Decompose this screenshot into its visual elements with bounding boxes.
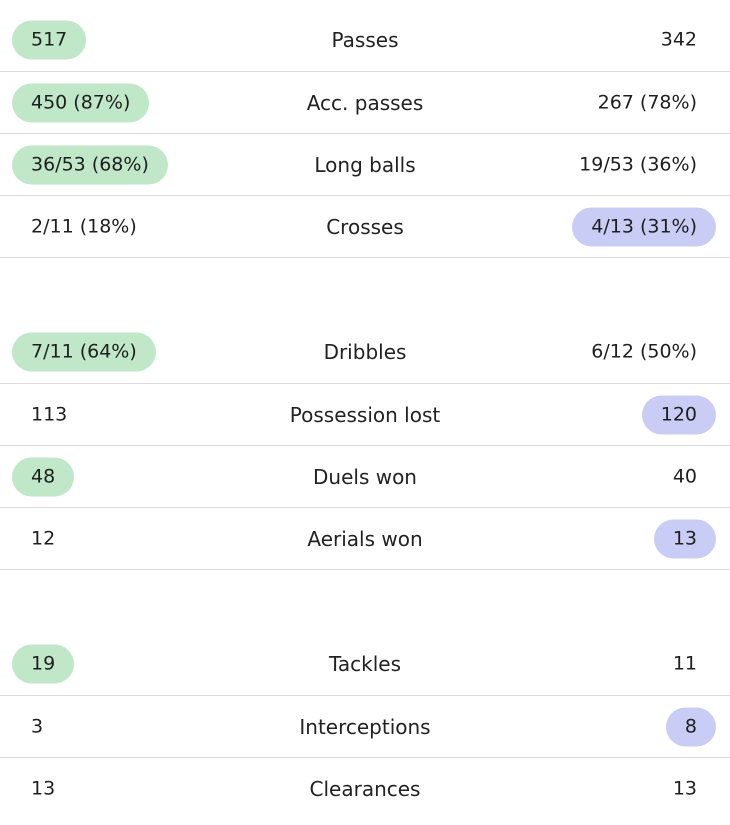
stats-group-passing: 517 Passes 342 450 (87%) Acc. passes 267…	[0, 0, 730, 258]
home-value-pill: 48	[12, 457, 75, 496]
away-value: 13	[653, 519, 716, 558]
home-value: 12	[12, 519, 74, 558]
away-value-pill: 267 (78%)	[597, 91, 697, 113]
home-value: 13	[12, 770, 74, 809]
home-value: 3	[12, 707, 62, 746]
stat-row-long-balls: 36/53 (68%) Long balls 19/53 (36%)	[0, 134, 730, 196]
away-value-pill: 19/53 (36%)	[579, 153, 697, 175]
stat-label: Tackles	[328, 652, 402, 676]
stats-group-possession: 7/11 (64%) Dribbles 6/12 (50%) 113 Posse…	[0, 312, 730, 570]
stat-row-tackles: 19 Tackles 11	[0, 624, 730, 696]
away-value: 40	[654, 457, 716, 496]
home-value: 48	[12, 457, 75, 496]
stat-row-acc-passes: 450 (87%) Acc. passes 267 (78%)	[0, 72, 730, 134]
stat-row-interceptions: 3 Interceptions 8	[0, 696, 730, 758]
stat-label: Crosses	[326, 214, 404, 239]
stat-label: Duels won	[313, 464, 417, 489]
away-value: 120	[641, 395, 716, 434]
away-value-pill: 11	[672, 652, 697, 675]
stat-label: Long balls	[314, 152, 416, 177]
home-value: 7/11 (64%)	[12, 332, 156, 372]
home-value: 517	[12, 20, 87, 60]
home-value-pill: 13	[31, 777, 56, 800]
home-value-pill: 12	[31, 527, 56, 549]
away-value: 19/53 (36%)	[560, 145, 716, 184]
stat-label: Aerials won	[307, 526, 423, 551]
away-value: 13	[654, 770, 716, 809]
away-value: 267 (78%)	[579, 83, 716, 122]
away-value-pill: 13	[653, 519, 716, 558]
stat-label: Interceptions	[299, 714, 431, 739]
away-value-pill: 342	[660, 28, 697, 51]
home-value: 450 (87%)	[12, 83, 150, 122]
home-value: 36/53 (68%)	[12, 145, 168, 184]
home-value-pill: 450 (87%)	[12, 83, 150, 122]
stat-label: Dribbles	[323, 340, 407, 364]
away-value-pill: 40	[672, 465, 697, 487]
stat-label: Passes	[331, 28, 399, 52]
home-value-pill: 517	[12, 20, 87, 60]
stat-row-crosses: 2/11 (18%) Crosses 4/13 (31%)	[0, 196, 730, 258]
away-value: 6/12 (50%)	[572, 333, 716, 372]
home-value-pill: 2/11 (18%)	[31, 215, 137, 237]
stat-row-possession-lost: 113 Possession lost 120	[0, 384, 730, 446]
away-value-pill: 13	[672, 777, 697, 800]
home-value: 113	[12, 395, 86, 434]
home-value-pill: 19	[12, 644, 75, 684]
stat-label: Clearances	[309, 777, 421, 801]
stat-label: Acc. passes	[306, 90, 424, 115]
stats-group-defending: 19 Tackles 11 3 Interceptions 8 13 Clear…	[0, 624, 730, 820]
away-value: 8	[665, 707, 716, 746]
home-value-pill: 3	[31, 715, 44, 737]
away-value: 11	[654, 645, 716, 684]
stat-row-passes: 517 Passes 342	[0, 0, 730, 72]
home-value: 19	[12, 644, 75, 684]
away-value-pill: 6/12 (50%)	[591, 340, 697, 363]
away-value-pill: 120	[641, 395, 716, 434]
away-value: 4/13 (31%)	[572, 207, 716, 246]
home-value-pill: 113	[31, 403, 68, 425]
stat-row-clearances: 13 Clearances 13	[0, 758, 730, 820]
away-value-pill: 8	[665, 707, 716, 746]
away-value: 342	[642, 21, 716, 60]
stat-row-aerials-won: 12 Aerials won 13	[0, 508, 730, 570]
home-value-pill: 7/11 (64%)	[12, 332, 156, 372]
stat-row-dribbles: 7/11 (64%) Dribbles 6/12 (50%)	[0, 312, 730, 384]
home-value-pill: 36/53 (68%)	[12, 145, 168, 184]
away-value-pill: 4/13 (31%)	[572, 207, 716, 246]
stat-label: Possession lost	[289, 402, 441, 427]
stat-row-duels-won: 48 Duels won 40	[0, 446, 730, 508]
home-value: 2/11 (18%)	[12, 207, 156, 246]
